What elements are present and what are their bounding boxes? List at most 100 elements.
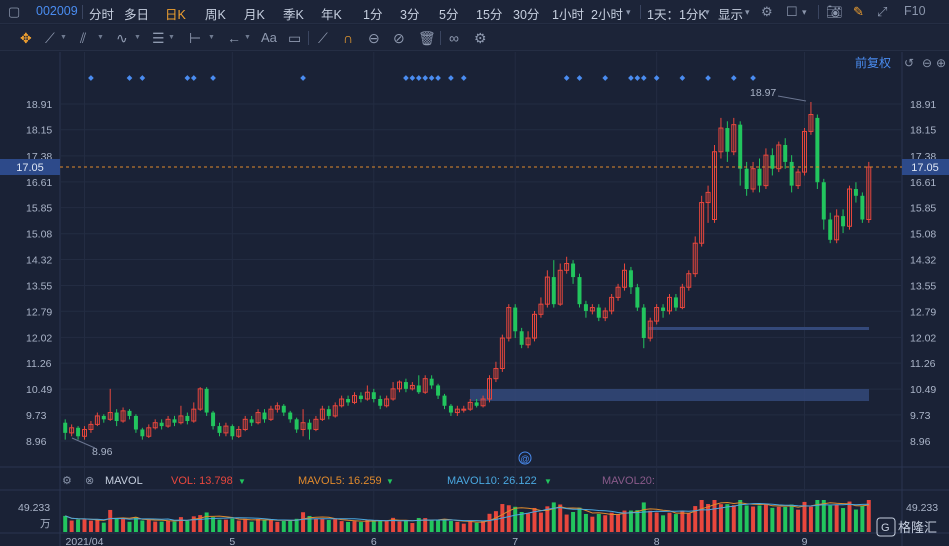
candle-down[interactable] (185, 415, 190, 422)
candle-up[interactable] (808, 113, 814, 132)
event-marker[interactable] (210, 75, 216, 81)
candle-up[interactable] (274, 405, 280, 410)
lock-drawing-icon[interactable]: ⊖ (368, 30, 380, 46)
candle-up[interactable] (467, 401, 473, 410)
candle-up[interactable] (712, 151, 717, 220)
candle-down[interactable] (853, 189, 858, 196)
candle-down[interactable] (673, 297, 678, 308)
candle-down[interactable] (288, 412, 293, 420)
candle-up[interactable] (544, 276, 550, 305)
event-marker[interactable] (88, 75, 94, 81)
candle-down[interactable] (204, 388, 209, 413)
reset-icon[interactable]: ↺ (904, 56, 914, 70)
settings-gear-icon[interactable]: ⚙ (761, 4, 773, 19)
candle-down[interactable] (783, 144, 788, 162)
candle-up[interactable] (236, 428, 242, 437)
channel-tool-icon[interactable]: ⫽ (80, 30, 87, 46)
chevron-down-icon[interactable]: ▼ (168, 34, 175, 41)
zoom-in-icon[interactable]: ⊕ (936, 56, 946, 70)
event-marker[interactable] (126, 75, 133, 81)
candle-up[interactable] (332, 405, 338, 417)
period-tab[interactable]: 5分 (439, 8, 459, 22)
candle-down[interactable] (474, 402, 479, 406)
event-marker[interactable] (602, 75, 609, 81)
candle-up[interactable] (795, 171, 801, 187)
candle-down[interactable] (403, 382, 408, 389)
candle-up[interactable] (339, 398, 345, 407)
candle-down[interactable] (436, 385, 441, 396)
candle-down[interactable] (114, 412, 119, 422)
chevron-down-icon[interactable]: ▼ (244, 34, 251, 41)
candle-down[interactable] (294, 419, 299, 430)
indicator-close-icon[interactable]: ⊗ (85, 475, 94, 487)
event-marker[interactable] (428, 75, 435, 81)
period-tab[interactable]: 1小时 (552, 8, 584, 22)
candle-up[interactable] (609, 296, 615, 312)
candle-down[interactable] (770, 155, 775, 169)
event-marker[interactable] (640, 75, 647, 81)
candle-up[interactable] (802, 130, 807, 173)
adjust-mode-label[interactable]: 前复权 (855, 55, 891, 70)
candle-up[interactable] (557, 269, 563, 305)
display-dropdown[interactable]: 显示 (718, 8, 744, 22)
line-tool-icon[interactable]: ⟋ (45, 30, 55, 46)
event-marker[interactable] (403, 75, 409, 81)
candle-down[interactable] (513, 307, 518, 332)
candle-down[interactable] (744, 168, 749, 190)
candle-up[interactable] (319, 408, 325, 420)
comment-icon[interactable]: ▭ (288, 30, 302, 46)
candle-up[interactable] (255, 412, 261, 424)
candle-down[interactable] (371, 392, 376, 400)
period-tab[interactable]: 月K (244, 8, 265, 22)
candle-up[interactable] (615, 286, 621, 298)
candle-up[interactable] (731, 124, 737, 153)
candle-up[interactable] (364, 391, 370, 400)
candle-down[interactable] (635, 287, 640, 308)
text-tool-icon[interactable]: Aa (261, 30, 277, 45)
period-tab[interactable]: 分时 (89, 8, 115, 22)
candle-up[interactable] (152, 422, 158, 429)
candle-down[interactable] (596, 307, 601, 318)
candle-up[interactable] (191, 408, 197, 422)
candle-up[interactable] (107, 412, 113, 420)
candle-down[interactable] (211, 412, 216, 427)
candle-up[interactable] (538, 303, 544, 315)
candle-up[interactable] (384, 398, 390, 407)
candle-up[interactable] (499, 337, 505, 370)
candle-up[interactable] (461, 408, 467, 411)
candle-down[interactable] (217, 426, 222, 433)
chevron-down-icon[interactable]: ▼ (208, 34, 215, 41)
candle-down[interactable] (442, 395, 447, 406)
candle-up[interactable] (525, 337, 531, 346)
candle-up[interactable] (480, 398, 486, 407)
candle-down[interactable] (358, 395, 363, 400)
candle-up[interactable] (487, 378, 492, 400)
event-marker[interactable] (409, 75, 416, 81)
candle-down[interactable] (757, 168, 762, 186)
candle-up[interactable] (178, 415, 184, 424)
candle-down[interactable] (583, 304, 588, 311)
crosshair-move-icon[interactable]: ✥ (20, 30, 32, 46)
candle-up[interactable] (300, 422, 306, 430)
event-marker[interactable] (576, 75, 583, 81)
camera-icon[interactable]: 📷︎ (826, 4, 843, 19)
indicator-settings-icon[interactable]: ⚙ (62, 475, 72, 487)
event-marker[interactable] (460, 75, 467, 81)
candle-down[interactable] (841, 216, 846, 227)
candle-up[interactable] (352, 395, 357, 403)
event-marker[interactable] (139, 75, 146, 81)
candle-up[interactable] (120, 410, 126, 422)
chevron-down-icon[interactable]: ▾ (745, 7, 750, 17)
kline-svg[interactable]: 18.9118.1517.3816.6115.8515.0814.3213.55… (0, 52, 949, 546)
link-icon[interactable]: ∞ (449, 30, 459, 46)
candle-up[interactable] (88, 423, 94, 430)
event-marker[interactable] (705, 75, 711, 81)
candle-up[interactable] (763, 154, 769, 187)
candle-down[interactable] (577, 277, 582, 305)
candle-up[interactable] (69, 427, 75, 434)
at-icon[interactable]: @ (520, 454, 529, 464)
candle-up[interactable] (654, 307, 660, 322)
candle-down[interactable] (249, 419, 254, 423)
candle-down[interactable] (429, 378, 434, 386)
event-marker[interactable] (184, 75, 191, 81)
